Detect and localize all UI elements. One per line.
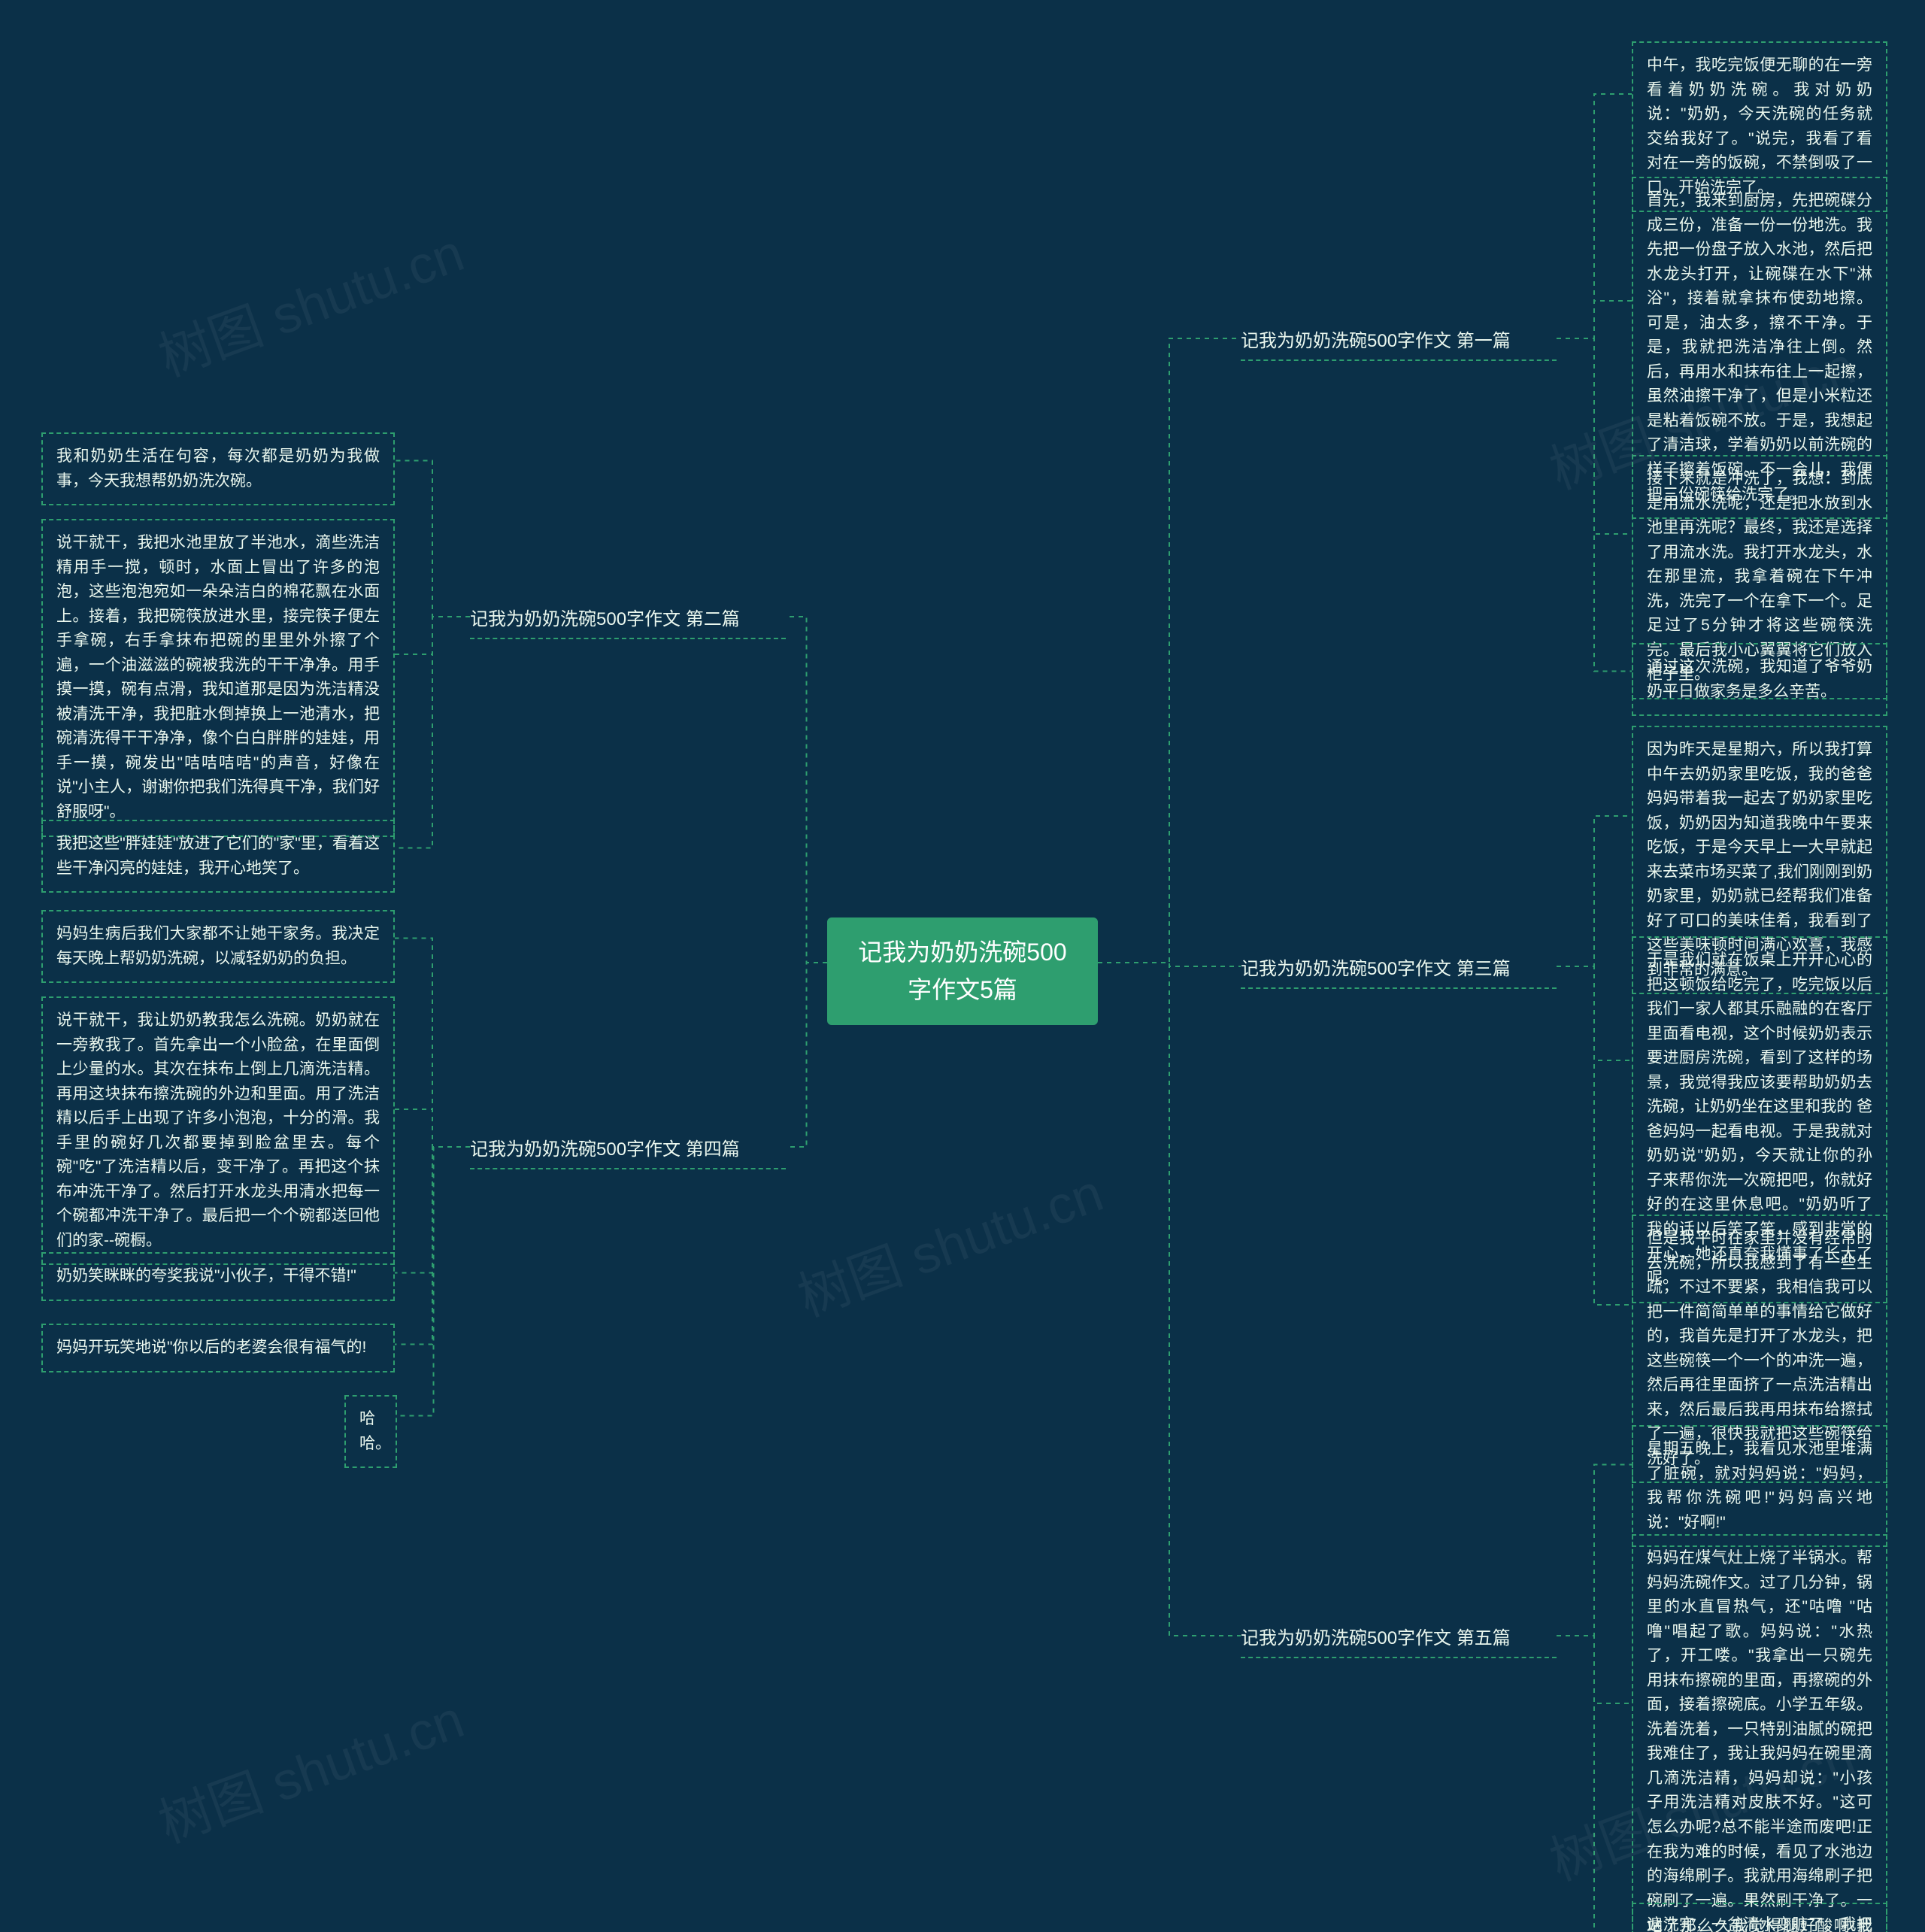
leaf-node: 奶奶笑眯眯的夸奖我说"小伙子，干得不错!" xyxy=(41,1252,395,1301)
branch-label: 记我为奶奶洗碗500字作文 第二篇 xyxy=(470,605,786,633)
watermark: 树图 shutu.cn xyxy=(147,211,473,392)
watermark: 树图 shutu.cn xyxy=(147,1678,473,1858)
leaf-node: 我和奶奶生活在句容，每次都是奶奶为我做事，今天我想帮奶奶洗次碗。 xyxy=(41,432,395,505)
leaf-node: 妈妈开玩笑地说"你以后的老婆会很有福气的! xyxy=(41,1324,395,1372)
branch-label: 记我为奶奶洗碗500字作文 第五篇 xyxy=(1241,1624,1557,1652)
leaf-node: 我把这些"胖娃娃"放进了它们的"家"里，看着这些干净闪亮的娃娃，我开心地笑了。 xyxy=(41,820,395,893)
leaf-node: 星期五晚上，我看见水池里堆满了脏碗，就对妈妈说："妈妈，我帮你洗碗吧!"妈妈高兴… xyxy=(1632,1425,1887,1547)
watermark: 树图 shutu.cn xyxy=(787,1151,1112,1332)
leaf-node: 妈妈生病后我们大家都不让她干家务。我决定每天晚上帮奶奶洗碗，以减轻奶奶的负担。 xyxy=(41,910,395,983)
leaf-node: 哈哈。 xyxy=(344,1395,397,1468)
center-node: 记我为奶奶洗碗500字作文5篇 xyxy=(827,917,1098,1025)
leaf-node: 说干就干，我让奶奶教我怎么洗碗。奶奶就在一旁教我了。首先拿出一个小脸盆，在里面倒… xyxy=(41,996,395,1265)
branch-label: 记我为奶奶洗碗500字作文 第四篇 xyxy=(470,1136,786,1163)
leaf-node: 站了那么久我觉得腿好酸啊!我想，妈妈平常要干那么多的家务活真是太辛苦了!我以后要… xyxy=(1632,1903,1887,1932)
leaf-node: 通过这次洗碗，我知道了爷爷奶奶平日做家务是多么辛苦。 xyxy=(1632,643,1887,716)
branch-label: 记我为奶奶洗碗500字作文 第一篇 xyxy=(1241,327,1557,355)
leaf-node: 说干就干，我把水池里放了半池水，滴些洗洁精用手一搅，顿时，水面上冒出了许多的泡泡… xyxy=(41,519,395,837)
branch-label: 记我为奶奶洗碗500字作文 第三篇 xyxy=(1241,955,1557,983)
leaf-node: 妈妈在煤气灶上烧了半锅水。帮妈妈洗碗作文。过了几分钟，锅里的水直冒热气，还"咕噜… xyxy=(1632,1534,1887,1932)
